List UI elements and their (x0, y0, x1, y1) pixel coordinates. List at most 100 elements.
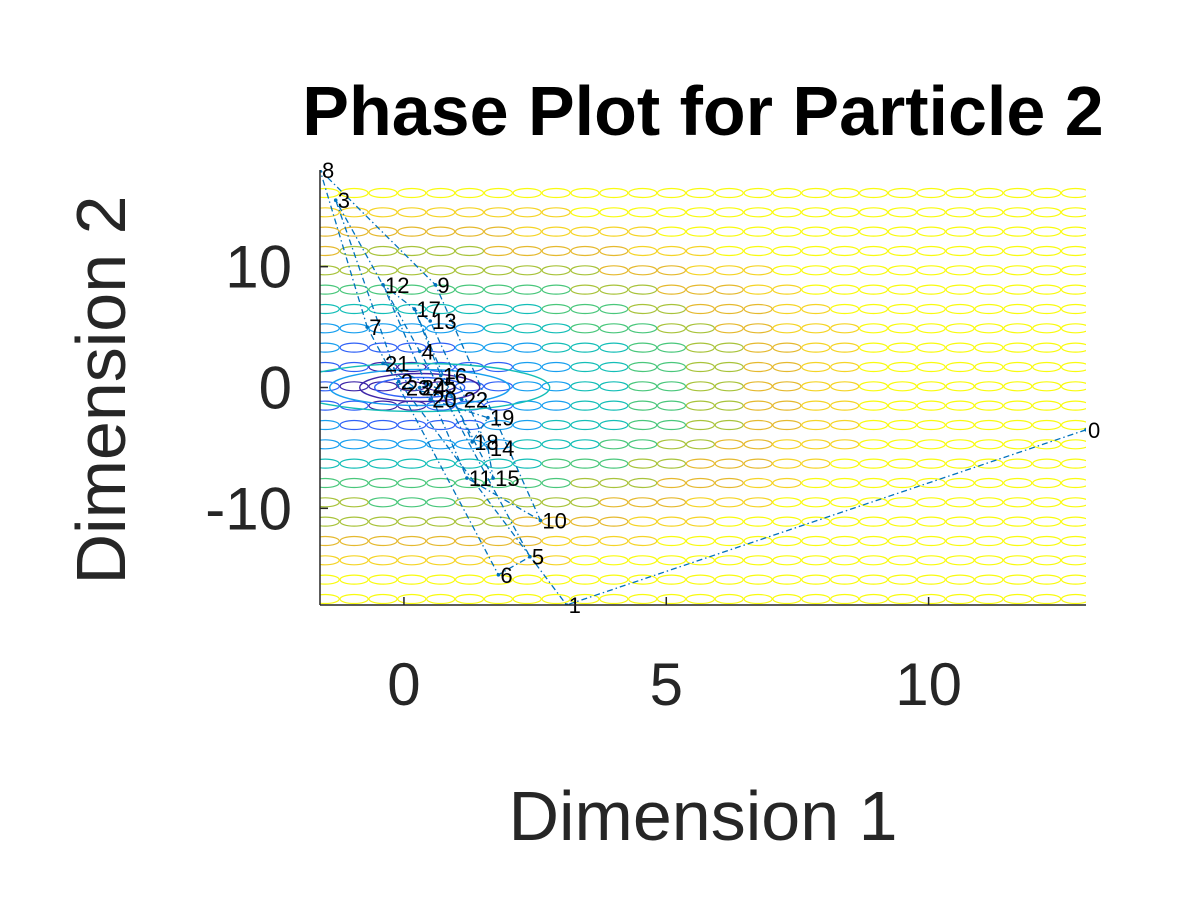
contour-ring (599, 284, 629, 295)
contour-ring (916, 303, 946, 315)
contour-ring (801, 555, 831, 566)
contour-ring (858, 555, 889, 566)
contour-ring (628, 381, 658, 392)
contour-ring (887, 516, 918, 527)
trajectory-point (428, 397, 433, 402)
point-label: 6 (500, 563, 512, 588)
contour-lines (320, 187, 1086, 605)
contour-ring (339, 477, 369, 489)
contour-ring (887, 284, 918, 295)
contour-ring (512, 303, 542, 315)
trajectory-point (428, 383, 433, 387)
contour-ring (1060, 187, 1086, 199)
contour-ring (368, 245, 398, 257)
contour-ring (483, 593, 513, 605)
contour-ring (1032, 226, 1062, 237)
contour-ring (541, 574, 571, 585)
contour-ring (339, 439, 369, 450)
contour-ring (397, 323, 427, 334)
contour-ring (1003, 323, 1033, 334)
contour-ring (945, 497, 975, 508)
point-label: 16 (443, 363, 467, 388)
trajectory-point (470, 440, 475, 444)
contour-ring (916, 419, 946, 431)
contour-ring (858, 516, 889, 527)
contour-ring (801, 323, 831, 334)
contour-ring (483, 342, 513, 353)
contour-ring (320, 574, 340, 585)
contour-ring (916, 226, 946, 237)
contour-ring (945, 284, 975, 295)
contour-ring (368, 323, 398, 334)
contour-ring-center (359, 372, 481, 403)
contour-ring (570, 265, 600, 276)
point-label: 24 (422, 376, 446, 401)
contour-ring (628, 516, 658, 527)
contour-ring (656, 245, 687, 257)
contour-ring (801, 477, 831, 489)
contour-ring (541, 535, 571, 547)
trajectory-point (486, 415, 490, 420)
contour-ring (858, 245, 889, 257)
contour-ring (772, 361, 802, 373)
contour-ring (483, 458, 513, 469)
contour-ring (945, 400, 975, 411)
trajectory-point (465, 476, 469, 480)
contour-ring (454, 458, 485, 469)
contour-ring (830, 303, 860, 315)
contour-ring (685, 361, 716, 373)
contour-ring (339, 187, 369, 199)
contour-ring (1032, 497, 1062, 508)
contour-ring (887, 458, 918, 469)
contour-ring (320, 381, 340, 392)
contour-ring (1003, 342, 1033, 353)
point-label-group: 0123456789101112131415161718192021222324… (322, 158, 1100, 618)
contour-ring (1003, 303, 1033, 315)
contour-ring (512, 593, 542, 605)
contour-ring (772, 342, 802, 353)
contour-ring (1032, 535, 1062, 547)
contour-ring (512, 574, 542, 585)
contour-ring (541, 361, 571, 373)
contour-ring (974, 574, 1004, 585)
contour-ring (656, 439, 687, 450)
contour-ring (1060, 593, 1086, 605)
contour-ring (858, 439, 889, 450)
trajectory-line (320, 170, 1086, 605)
contour-ring (1032, 593, 1062, 605)
contour-ring (368, 303, 398, 315)
x-tick-label: 0 (387, 651, 420, 718)
point-label: 4 (422, 339, 434, 364)
contour-ring (320, 419, 340, 431)
contour-ring (628, 207, 658, 218)
contour-ring (541, 303, 571, 315)
contour-ring (570, 226, 600, 237)
contour-ring (339, 593, 369, 605)
contour-ring (599, 265, 629, 276)
contour-ring (1003, 187, 1033, 199)
contour-ring (887, 265, 918, 276)
contour-ring (743, 555, 773, 566)
trajectory-point (491, 476, 495, 480)
contour-ring (570, 555, 600, 566)
contour-ring (1032, 245, 1062, 257)
contour-ring (685, 400, 716, 411)
contour-ring (512, 535, 542, 547)
contour-ring (858, 477, 889, 489)
contour-ring (426, 226, 456, 237)
contour-ring (685, 477, 716, 489)
trajectory-point (333, 198, 338, 202)
contour-ring (599, 323, 629, 334)
contour-ring (512, 187, 542, 199)
contour-ring (887, 555, 918, 566)
contour-ring (714, 207, 744, 218)
contour-ring (541, 284, 571, 295)
contour-ring (714, 361, 744, 373)
contour-ring (858, 535, 889, 547)
contour-ring (656, 497, 687, 508)
contour-ring (320, 284, 340, 295)
contour-ring (801, 574, 831, 585)
contour-ring (743, 381, 773, 392)
contour-ring (628, 361, 658, 373)
